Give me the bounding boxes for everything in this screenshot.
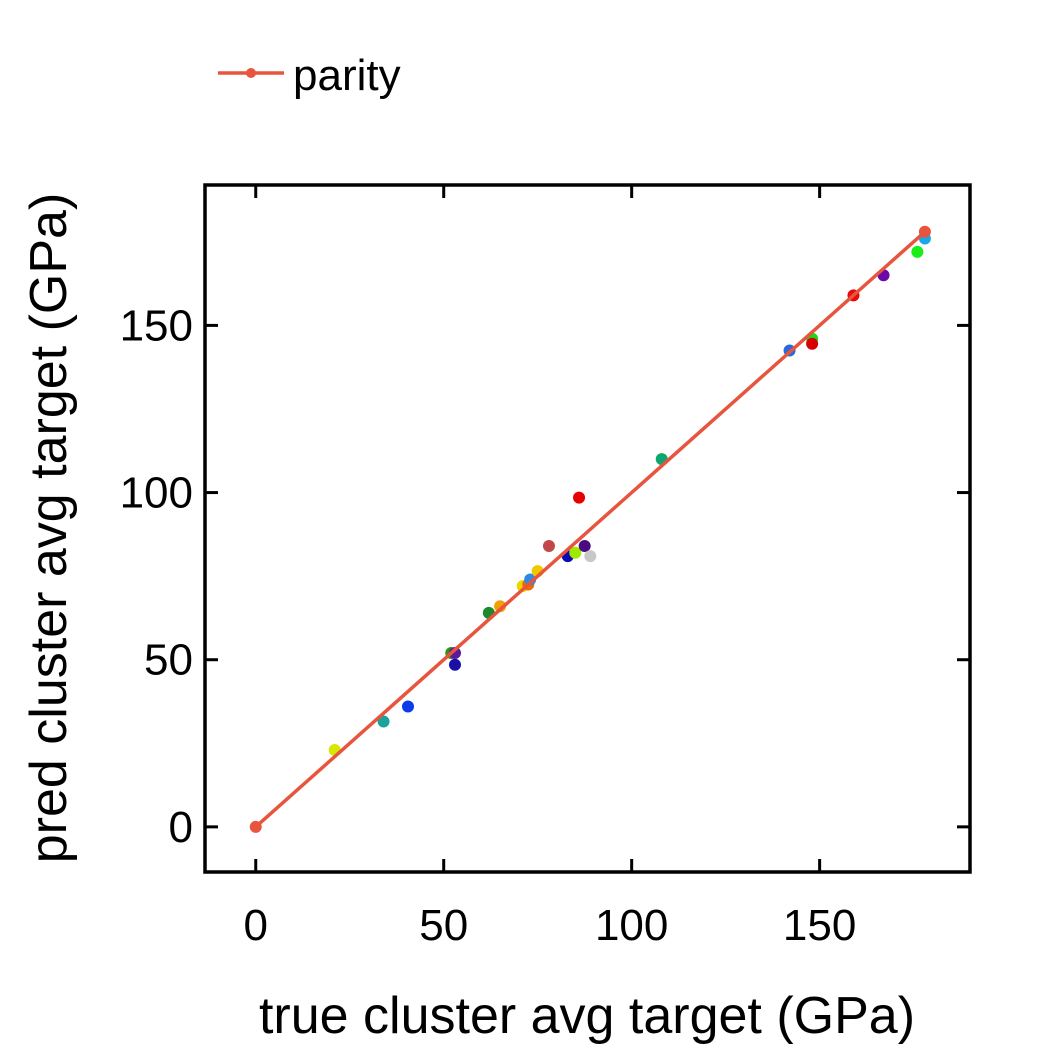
y-axis-label: pred cluster avg target (GPa): [20, 193, 78, 864]
y-tick-label-150: 150: [120, 301, 193, 350]
series-line-parity: [254, 230, 927, 829]
plot-marks: [249, 225, 931, 833]
y-tick-label-50: 50: [144, 636, 193, 685]
data-point-24: [911, 245, 924, 258]
x-tick-label-100: 100: [595, 901, 668, 950]
y-tick-label-100: 100: [120, 469, 193, 518]
data-point-21: [806, 337, 819, 350]
plot-frame: [203, 183, 972, 874]
x-tick-label-0: 0: [244, 901, 268, 950]
data-point-17: [584, 550, 597, 563]
data-point-5: [448, 658, 461, 671]
data-point-1: [377, 715, 390, 728]
data-point-14: [569, 546, 582, 559]
x-tick-label-150: 150: [783, 901, 856, 950]
x-tick-label-50: 50: [419, 901, 468, 950]
data-point-15: [573, 491, 586, 504]
legend-label-parity: parity: [293, 51, 401, 100]
legend: parity: [218, 51, 401, 100]
axis-ticks: 0 50 100 150 0 50 100 150: [120, 185, 970, 950]
series-marker-parity-0: [249, 820, 262, 833]
data-point-12: [542, 540, 555, 553]
x-axis-label: true cluster avg target (GPa): [259, 987, 915, 1045]
data-point-16: [578, 540, 591, 553]
data-point-2: [401, 700, 414, 713]
series-marker-parity-1: [918, 225, 931, 238]
y-tick-label-0: 0: [169, 803, 193, 852]
legend-parity-marker: [246, 68, 256, 78]
